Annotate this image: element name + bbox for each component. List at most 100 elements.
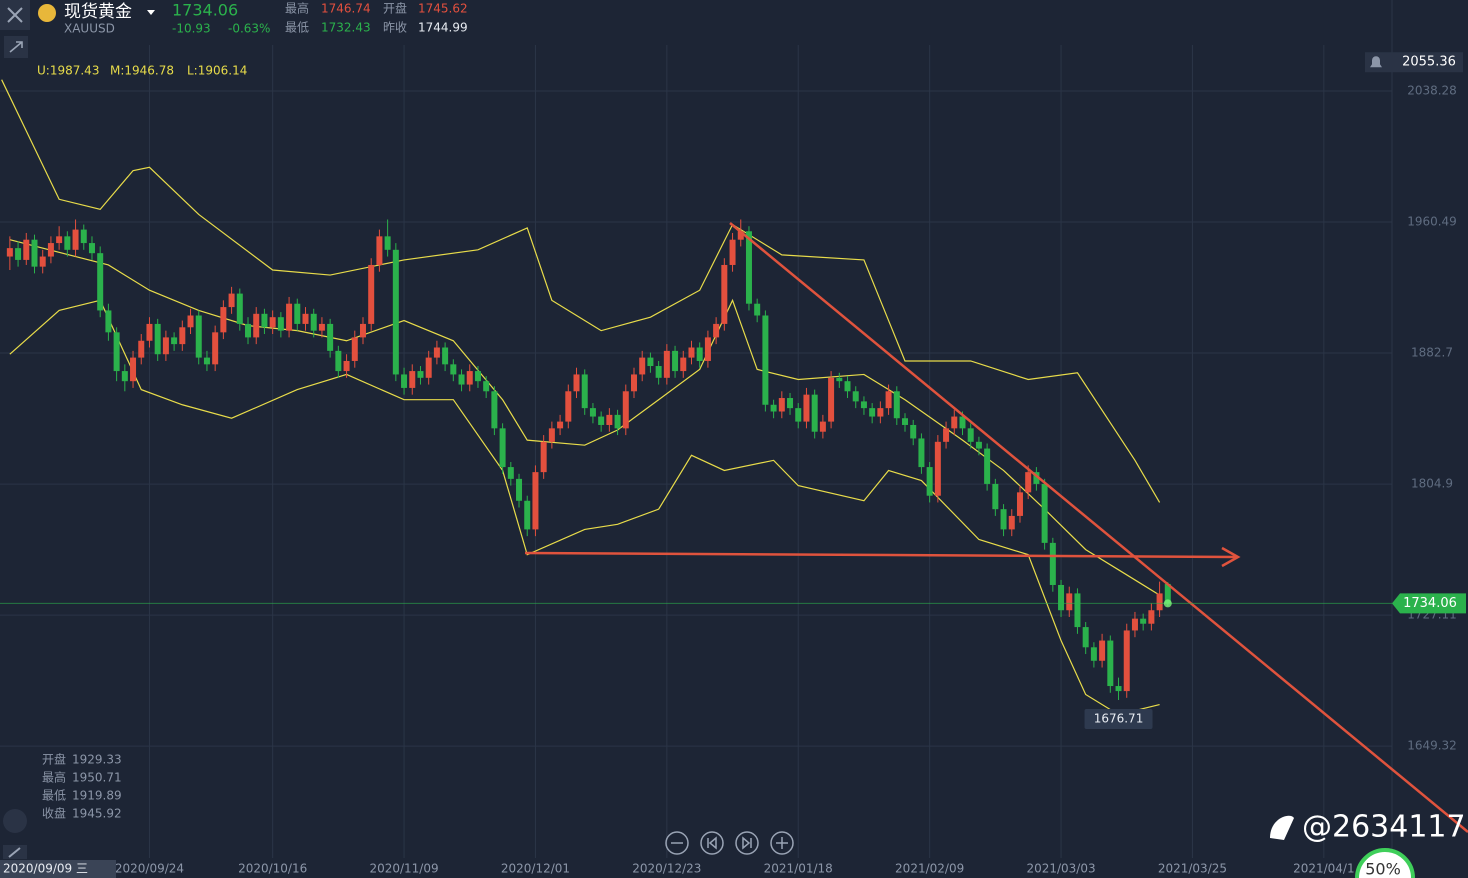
current-price-label: 1734.06 xyxy=(1403,596,1457,611)
candle-body xyxy=(39,256,46,267)
candle-body xyxy=(212,332,219,365)
expand-icon xyxy=(9,41,23,53)
candle-body xyxy=(622,391,629,429)
candle-body xyxy=(819,421,826,432)
candle-body xyxy=(1016,492,1023,516)
candle-body xyxy=(696,347,703,361)
candle-body xyxy=(417,371,424,378)
y-tick-label: 2038.28 xyxy=(1407,84,1457,98)
candle-body xyxy=(762,315,769,405)
candle-body xyxy=(992,483,999,510)
candle-body xyxy=(869,408,876,417)
candle-body xyxy=(351,337,358,361)
candle-body xyxy=(573,374,580,392)
candle-body xyxy=(162,337,169,355)
zoom-controls xyxy=(665,831,794,855)
indicator-middle: M:1946.78 xyxy=(110,64,174,78)
candle-body xyxy=(483,381,490,392)
indicator-upper: U:1987.43 xyxy=(37,64,99,78)
prev-button[interactable] xyxy=(700,831,724,855)
candle-body xyxy=(171,337,178,345)
candle-body xyxy=(828,377,835,422)
candle-body xyxy=(335,350,342,372)
candle-body xyxy=(1066,593,1073,611)
cursor-info-label: 最高 xyxy=(42,770,66,785)
candle-body xyxy=(1107,640,1114,687)
cursor-info-label: 开盘 xyxy=(42,752,66,767)
candle-body xyxy=(836,377,843,382)
instrument-name: 现货黄金 xyxy=(64,2,132,22)
candle-body xyxy=(1090,647,1097,661)
candle-body xyxy=(359,323,366,338)
candle-body xyxy=(401,374,408,388)
candle-body xyxy=(253,313,260,338)
zoom-in-button[interactable] xyxy=(770,831,794,855)
candle-body xyxy=(663,350,670,378)
progress-badge[interactable] xyxy=(1355,848,1415,878)
candle-body xyxy=(1123,630,1130,692)
x-tick-label: 2021/03/25 xyxy=(1158,862,1227,876)
candle-body xyxy=(581,374,588,409)
candle-body xyxy=(737,231,744,240)
cursor-info-value: 1929.33 xyxy=(72,753,122,767)
y-tick-label: 1649.32 xyxy=(1407,739,1457,753)
x-tick-label: 2021/02/09 xyxy=(895,862,964,876)
candle-body xyxy=(1041,483,1048,543)
candle-body xyxy=(195,315,202,358)
bollinger-band xyxy=(9,299,1160,716)
candle-body xyxy=(245,323,252,338)
candle-body xyxy=(1000,509,1007,530)
candle-body xyxy=(491,391,498,429)
low-label: 最低 xyxy=(285,21,309,35)
prev-label: 昨收 xyxy=(383,21,407,35)
top-price-label: 2055.36 xyxy=(1402,55,1456,70)
candle-body xyxy=(1164,583,1171,604)
candle-body xyxy=(1148,610,1155,624)
candle-body xyxy=(507,467,514,479)
low-label: 1676.71 xyxy=(1094,711,1144,725)
candle-body xyxy=(64,236,71,250)
candle-body xyxy=(433,347,440,358)
cursor-info-value: 1919.89 xyxy=(72,789,122,803)
candle-body xyxy=(926,467,933,496)
candle-body xyxy=(647,357,654,367)
candle-body xyxy=(811,394,818,432)
candle-body xyxy=(376,236,383,265)
cursor-date: 2020/09/09 三 xyxy=(3,862,88,876)
candle-body xyxy=(1099,640,1106,661)
cursor-date-box xyxy=(0,860,116,878)
candle-body xyxy=(409,371,416,388)
low-label-box xyxy=(1084,708,1153,729)
top-price-box xyxy=(1365,52,1463,73)
candle-body xyxy=(97,253,104,311)
candle-body xyxy=(951,416,958,429)
candle-body xyxy=(589,408,596,417)
bell-icon xyxy=(1370,56,1382,68)
trend-line xyxy=(729,222,1468,833)
candle-body xyxy=(934,441,941,496)
candle-body xyxy=(1025,472,1032,493)
candle-body xyxy=(524,500,531,530)
next-button[interactable] xyxy=(735,831,759,855)
candle-body xyxy=(310,313,317,331)
candle-body xyxy=(294,303,301,324)
candle-body xyxy=(1082,627,1089,648)
sound-button[interactable] xyxy=(3,809,27,833)
high-label: 最高 xyxy=(285,1,309,16)
current-price-dot xyxy=(1163,599,1172,608)
candle-body xyxy=(877,408,884,417)
open-value: 1745.62 xyxy=(418,2,468,16)
candle-body xyxy=(910,424,917,439)
watermark-logo xyxy=(1270,815,1294,840)
candle-body xyxy=(672,350,679,372)
candle-body xyxy=(269,317,276,328)
zoom-out-button[interactable] xyxy=(665,831,689,855)
candle-body xyxy=(540,441,547,473)
candle-body xyxy=(392,249,399,375)
high-value: 1746.74 xyxy=(321,2,371,16)
candle-body xyxy=(442,347,449,365)
prev-icon xyxy=(707,836,717,850)
cursor-info-label: 最低 xyxy=(42,789,66,803)
dropdown-icon[interactable] xyxy=(147,10,155,15)
